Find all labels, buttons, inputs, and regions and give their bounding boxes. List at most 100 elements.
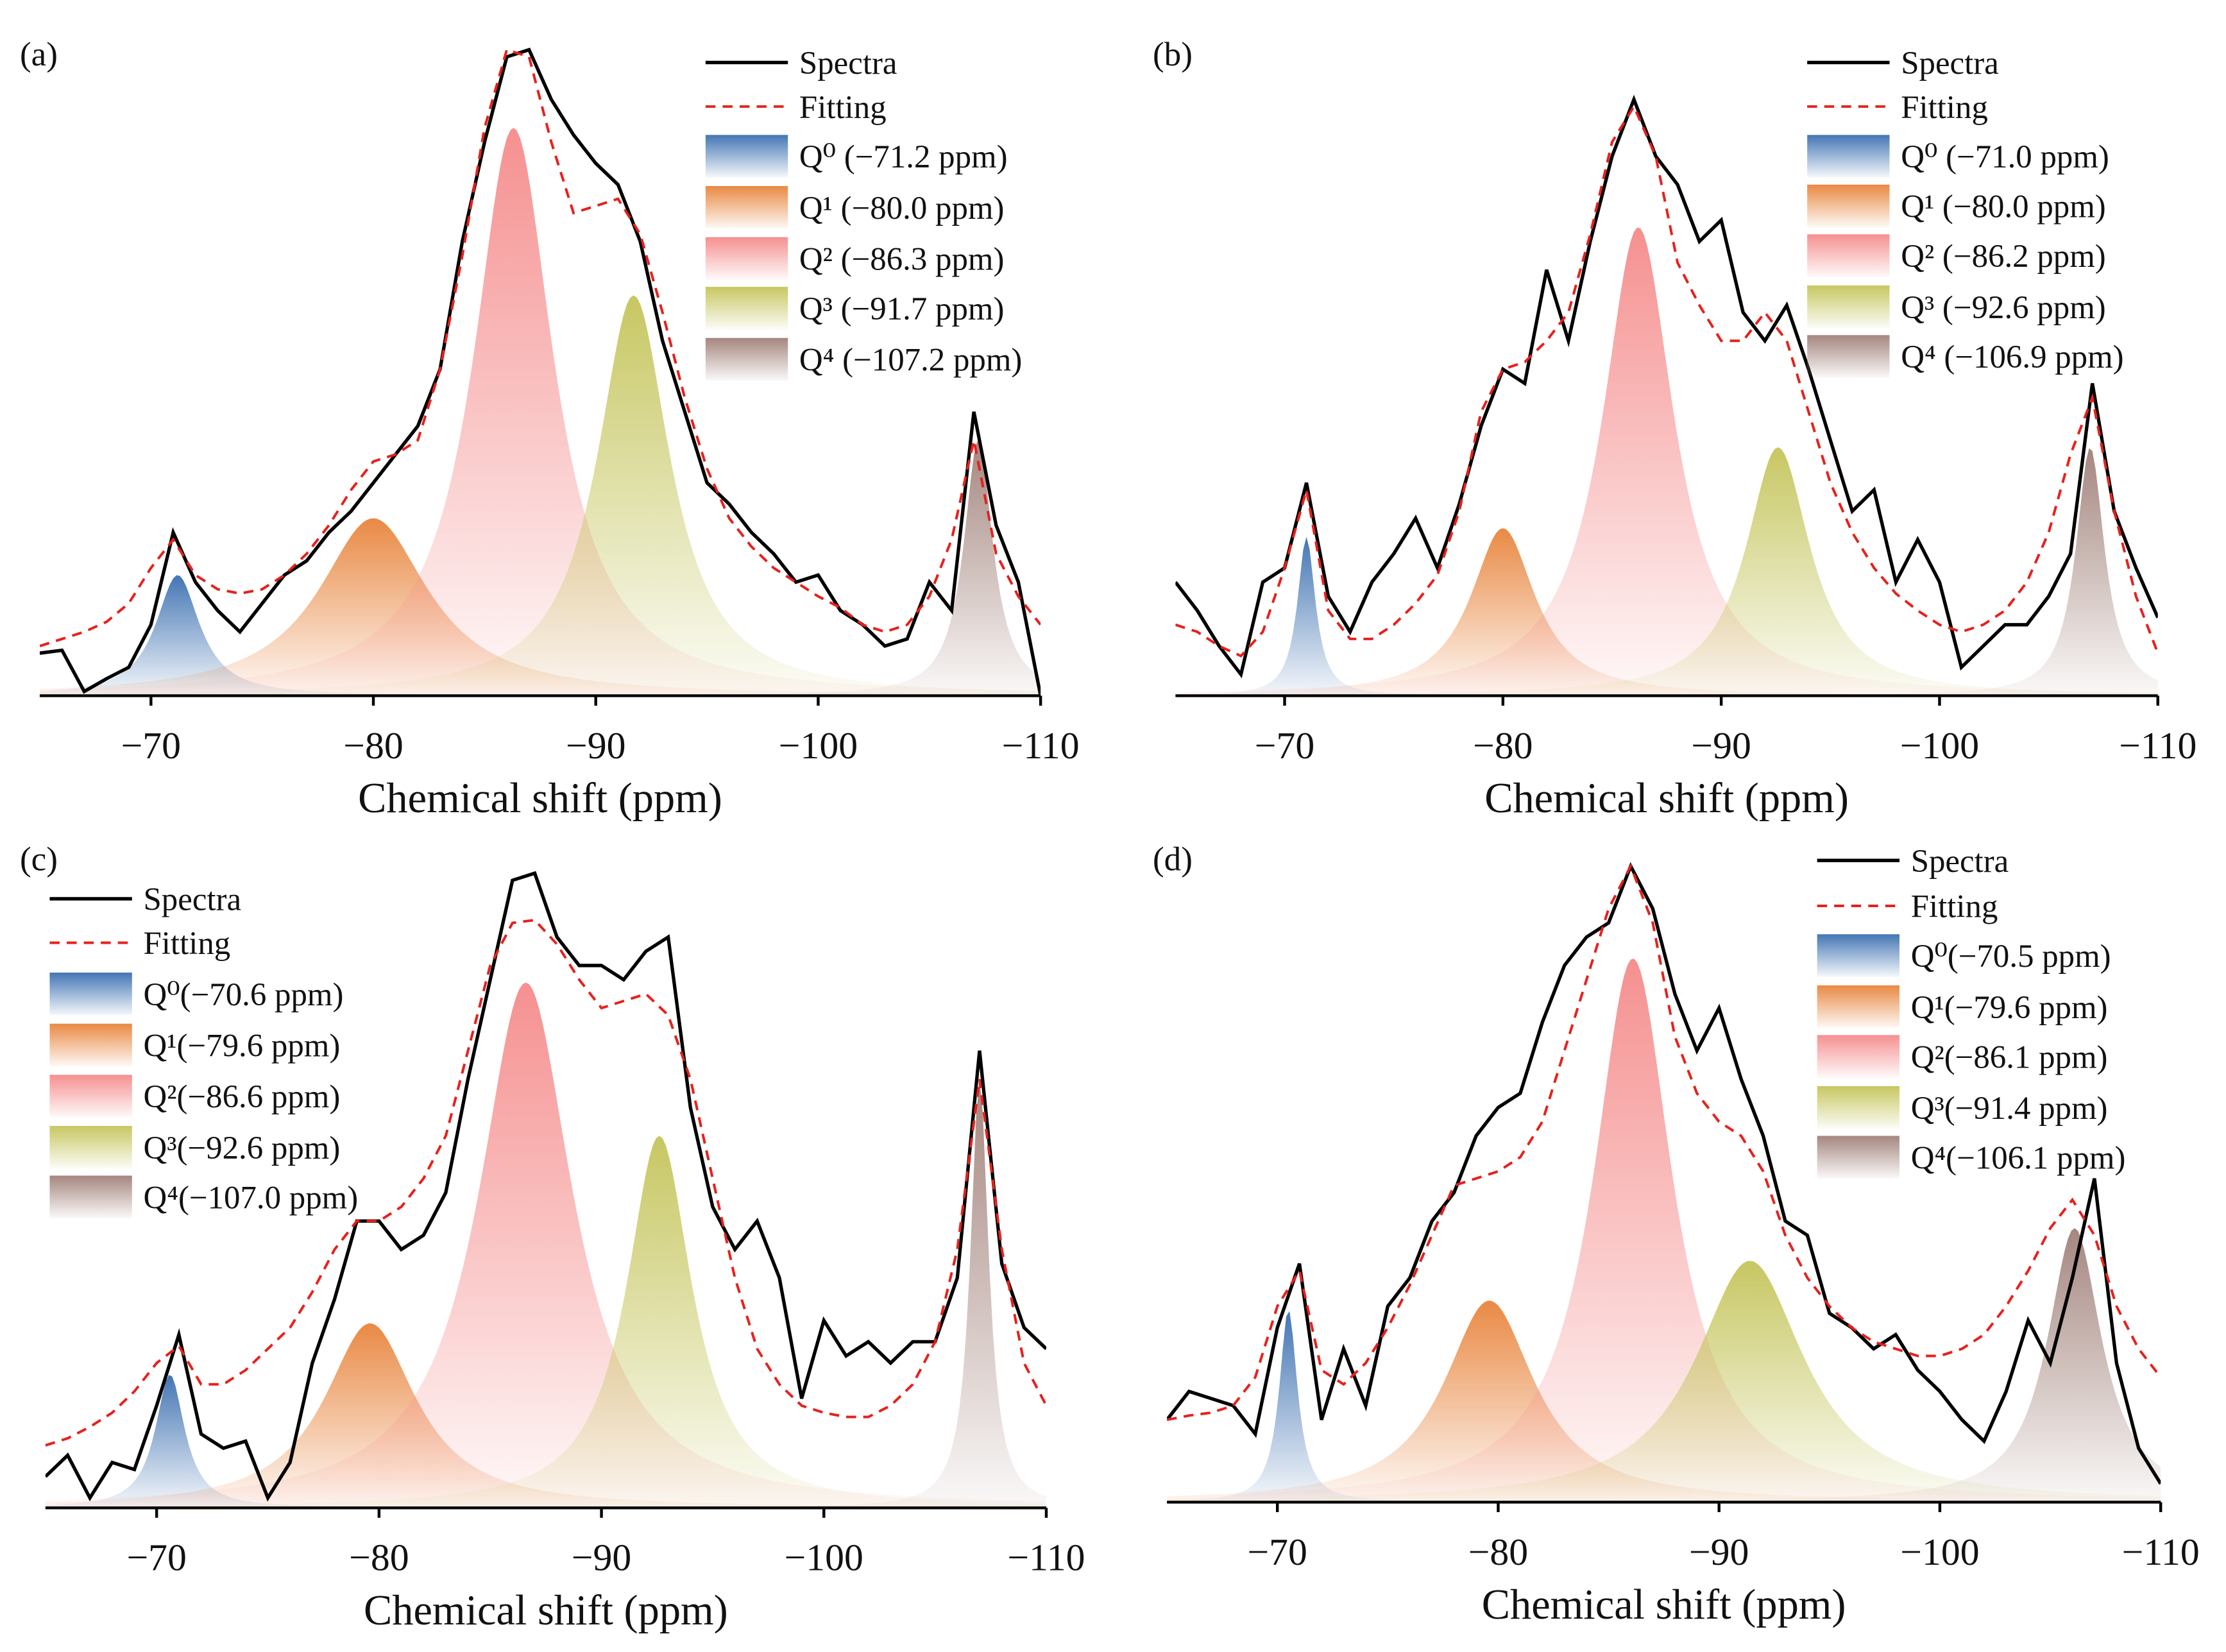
x-tick-label: −90: [566, 724, 625, 767]
legend-label: Q² (−86.3 ppm): [799, 242, 1004, 278]
peak-area: [39, 128, 1041, 696]
x-tick-label: −90: [1689, 1531, 1749, 1573]
legend-label: Q²(−86.1 ppm): [1911, 1039, 2108, 1075]
legend-label: Q³ (−92.6 ppm): [1901, 290, 2105, 326]
panel: −70 −80 −90 −100 −110 Chemical shift (ppm) (d)…: [1153, 841, 2200, 1628]
peak-area: [1167, 1261, 2161, 1503]
peak-area: [1175, 448, 2158, 696]
peak-area: [1167, 1228, 2161, 1503]
legend-label: Q¹ (−80.0 ppm): [799, 191, 1004, 226]
x-tick-label: −80: [1468, 1531, 1528, 1573]
peak-area: [1167, 958, 2161, 1503]
x-axis-label: Chemical shift (ppm): [1484, 775, 1849, 822]
panel-label: (c): [20, 841, 58, 878]
x-tick-label: −100: [779, 724, 858, 767]
panel: −70 −80 −90 −100 −110 Chemical shift (ppm) (a)…: [20, 36, 1080, 822]
panel: −70 −80 −90 −100 −110 Chemical shift (ppm) (c)…: [20, 841, 1085, 1634]
peak-area: [45, 1375, 1046, 1508]
x-tick-label: −100: [1900, 1531, 1979, 1573]
panel-label: (b): [1153, 36, 1193, 73]
peak-area: [45, 1078, 1046, 1508]
spectra-line: [45, 871, 1046, 1502]
legend-label: Q⁴(−107.0 ppm): [144, 1180, 359, 1216]
legend-swatch: [705, 237, 788, 280]
x-tick-label: −70: [1247, 1531, 1307, 1573]
legend-swatch: [705, 135, 788, 178]
legend-label: Q⁰ (−71.0 ppm): [1901, 139, 2109, 175]
legend-label: Spectra: [1901, 46, 1999, 81]
panel-label: (d): [1153, 841, 1193, 878]
fitting-line: [1167, 863, 2161, 1422]
x-tick-label: −70: [126, 1537, 186, 1579]
peak-area: [1167, 1311, 2161, 1503]
legend-swatch: [49, 1023, 132, 1067]
x-axis-label: Chemical shift (ppm): [358, 775, 722, 822]
x-tick-label: −80: [1473, 724, 1533, 767]
panel-label: (a): [20, 36, 58, 73]
legend-label: Spectra: [1911, 844, 2009, 880]
legend-swatch: [1817, 934, 1900, 977]
legend-swatch: [1817, 1086, 1900, 1129]
legend-swatch: [1807, 335, 1890, 378]
peak-area: [45, 1323, 1046, 1508]
legend-swatch: [1807, 234, 1890, 277]
legend-label: Q¹ (−80.0 ppm): [1901, 189, 2105, 225]
x-tick-label: −100: [1900, 724, 1979, 767]
legend-swatch: [49, 972, 132, 1016]
peak-area: [39, 441, 1041, 696]
spectra-line: [1175, 94, 2158, 679]
legend-label: Q⁰(−70.6 ppm): [144, 977, 344, 1013]
x-tick-label: −70: [121, 724, 181, 767]
legend-swatch: [1817, 1136, 1900, 1179]
legend-swatch: [49, 1125, 132, 1169]
x-axis-label: Chemical shift (ppm): [1482, 1581, 1846, 1628]
fitting-line: [39, 48, 1041, 647]
legend-label: Q⁴ (−106.9 ppm): [1901, 339, 2123, 375]
legend-swatch: [49, 1075, 132, 1118]
legend-swatch: [1807, 135, 1890, 178]
fitting-line: [1175, 103, 2158, 658]
legend-label: Q¹(−79.6 ppm): [1911, 990, 2108, 1026]
legend-label: Q¹(−79.6 ppm): [144, 1028, 341, 1064]
x-axis-label: Chemical shift (ppm): [364, 1587, 728, 1634]
legend-label: Fitting: [1911, 889, 1998, 925]
legend-label: Q² (−86.2 ppm): [1901, 239, 2105, 275]
x-tick-label: −110: [2119, 724, 2196, 767]
x-tick-label: −110: [1007, 1537, 1085, 1579]
panel: −70 −80 −90 −100 −110 Chemical shift (ppm) (b)…: [1153, 36, 2196, 822]
legend-swatch: [705, 185, 788, 229]
legend-label: Q⁰(−70.5 ppm): [1911, 939, 2111, 975]
peak-area: [45, 982, 1046, 1508]
x-tick-label: −110: [1002, 724, 1080, 767]
legend-label: Q³(−92.6 ppm): [144, 1130, 341, 1166]
legend-label: Q³ (−91.7 ppm): [799, 291, 1004, 327]
x-tick-label: −90: [1691, 724, 1751, 767]
legend-label: Fitting: [1901, 90, 1988, 126]
legend-label: Spectra: [144, 882, 242, 918]
legend-swatch: [705, 287, 788, 330]
legend-label: Q³(−91.4 ppm): [1911, 1091, 2108, 1127]
legend-swatch: [1807, 184, 1890, 228]
x-tick-label: −80: [349, 1537, 409, 1579]
peak-area: [1167, 1300, 2161, 1503]
x-tick-label: −70: [1255, 724, 1314, 767]
x-tick-label: −90: [572, 1537, 631, 1579]
legend-label: Q⁰ (−71.2 ppm): [799, 139, 1008, 175]
legend-label: Fitting: [799, 90, 887, 126]
spectra-line: [1167, 862, 2161, 1485]
legend-label: Spectra: [799, 46, 897, 81]
legend-swatch: [49, 1175, 132, 1218]
legend-swatch: [1817, 985, 1900, 1028]
x-tick-label: −110: [2122, 1531, 2200, 1573]
legend-label: Q²(−86.6 ppm): [144, 1079, 341, 1115]
legend-swatch: [1807, 285, 1890, 328]
x-tick-label: −80: [343, 724, 403, 767]
spectra-line: [39, 47, 1041, 696]
peak-area: [1175, 227, 2158, 696]
legend-swatch: [705, 337, 788, 381]
x-tick-label: −100: [785, 1537, 863, 1579]
legend-label: Q⁴(−106.1 ppm): [1911, 1140, 2126, 1176]
fitting-line: [45, 919, 1046, 1447]
legend-label: Q⁴ (−107.2 ppm): [799, 343, 1022, 379]
